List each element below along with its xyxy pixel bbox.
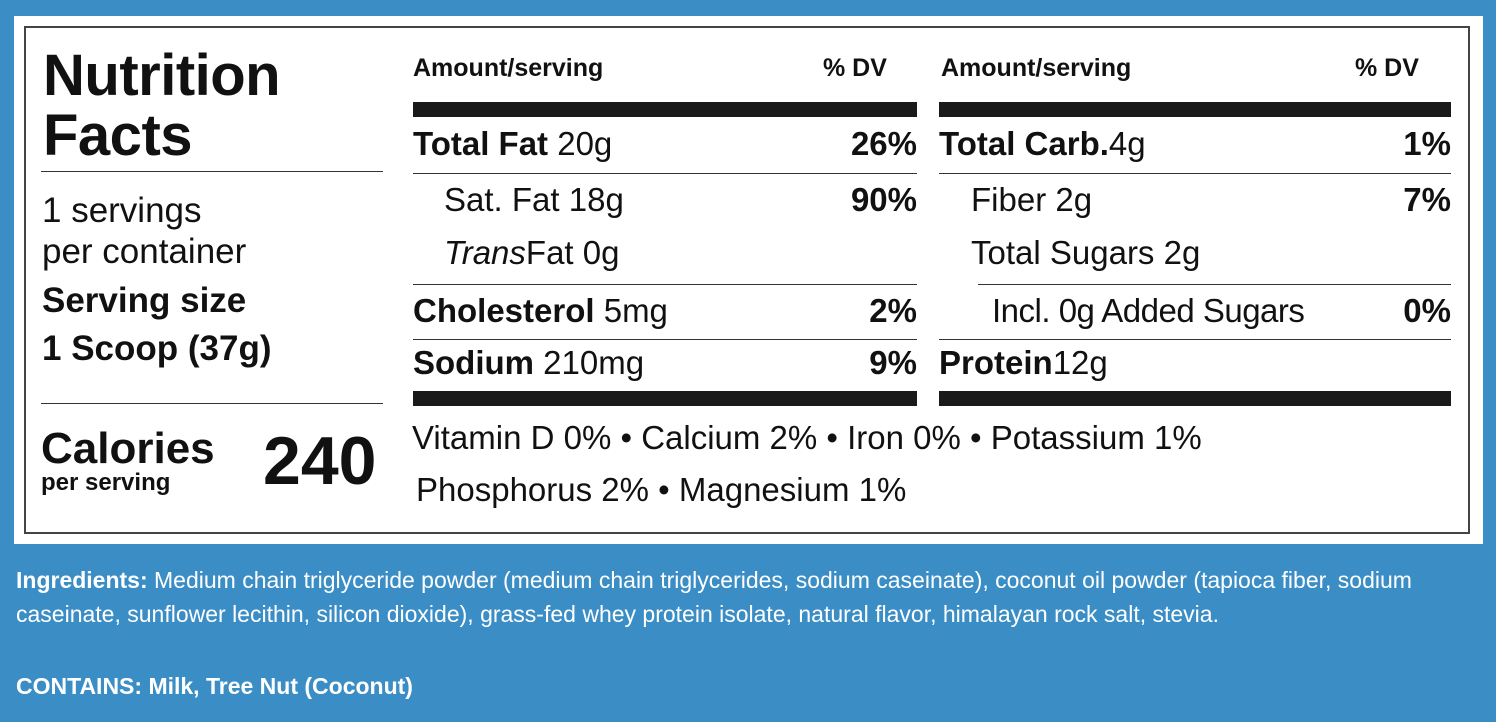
divider xyxy=(413,284,917,285)
heavy-rule xyxy=(413,102,917,117)
nutrient-amount: 0g xyxy=(582,234,620,271)
nutrient-name: Total Carb. xyxy=(939,125,1109,162)
calories-value: 240 xyxy=(263,423,377,499)
nutrient-amount: 12g xyxy=(1052,344,1108,381)
row-sodium: Sodium 210mg xyxy=(413,344,644,382)
dv-fiber: 7% xyxy=(1403,181,1451,218)
ingredients-list: Medium chain triglyceride powder (medium… xyxy=(16,567,1412,627)
dv-cholesterol: 2% xyxy=(869,292,917,329)
servings-per-container: 1 servings xyxy=(42,191,202,230)
divider xyxy=(939,173,1451,174)
row-total-fat: Total Fat 20g xyxy=(413,125,612,163)
nutrient-amount: 18g xyxy=(568,181,624,218)
row-fiber: Fiber 2g xyxy=(971,181,1092,219)
nutrient-amount: 20g xyxy=(557,125,613,162)
nutrient-name: Sodium xyxy=(413,344,534,381)
title-line2: Facts xyxy=(43,103,193,168)
dv-sat-fat: 90% xyxy=(850,181,917,218)
servings-per-container-line2: per container xyxy=(42,232,247,271)
dv-added-sugars: 0% xyxy=(1403,292,1451,329)
dv-total-fat: 26% xyxy=(850,125,917,162)
row-added-sugars: Incl. 0g Added Sugars xyxy=(992,292,1305,329)
ingredients-text: Ingredients: Medium chain triglyceride p… xyxy=(16,563,1481,631)
nutrient-amount: 2g xyxy=(1055,181,1093,218)
right-header-dv: % DV xyxy=(1355,54,1419,82)
divider xyxy=(978,284,1451,285)
heavy-rule xyxy=(939,102,1451,117)
right-header-amount: Amount/serving xyxy=(941,54,1132,82)
heavy-rule xyxy=(413,391,917,406)
divider xyxy=(41,403,383,404)
row-cholesterol: Cholesterol 5mg xyxy=(413,292,668,330)
allergen-contains: CONTAINS: Milk, Tree Nut (Coconut) xyxy=(16,673,413,699)
label-frame: Nutrition Facts 1 servings per container… xyxy=(24,26,1470,534)
row-total-carb: Total Carb.4g xyxy=(939,125,1146,163)
divider xyxy=(413,339,917,340)
divider xyxy=(413,173,917,174)
divider xyxy=(939,339,1451,340)
row-trans-fat: TransFat 0g xyxy=(444,234,619,272)
heavy-rule xyxy=(939,391,1451,406)
serving-size-value: 1 Scoop (37g) xyxy=(42,329,272,368)
calories-per-serving: per serving xyxy=(41,469,171,496)
dv-sodium: 9% xyxy=(869,344,917,381)
nutrient-amount: 4g xyxy=(1108,125,1146,162)
nutrient-name: Protein xyxy=(939,344,1053,381)
nutrient-name: Fiber xyxy=(971,181,1047,218)
nutrient-name: Cholesterol xyxy=(413,292,595,329)
vitamins-line1: Vitamin D 0% • Calcium 2% • Iron 0% • Po… xyxy=(412,419,1202,456)
nutrient-name: Sat. Fat xyxy=(444,181,560,218)
nutrient-name: Total Sugars xyxy=(971,234,1155,271)
nutrient-amount: 210mg xyxy=(543,344,645,381)
row-total-sugars: Total Sugars 2g xyxy=(971,234,1200,272)
nutrient-name: Total Fat xyxy=(413,125,549,162)
nutrient-amount: 5mg xyxy=(603,292,668,329)
nutrient-name: Fat xyxy=(525,234,574,271)
dv-total-carb: 1% xyxy=(1403,125,1451,162)
ingredients-label: Ingredients: xyxy=(16,567,148,593)
serving-size-label: Serving size xyxy=(42,281,247,320)
left-header-amount: Amount/serving xyxy=(413,54,604,82)
row-sat-fat: Sat. Fat 18g xyxy=(444,181,624,219)
title-line1: Nutrition xyxy=(43,43,281,108)
nutrition-label: Nutrition Facts 1 servings per container… xyxy=(14,16,1483,544)
calories-label: Calories xyxy=(41,424,215,473)
divider xyxy=(41,171,383,172)
nutrient-name-italic: Trans xyxy=(444,234,526,271)
left-header-dv: % DV xyxy=(823,54,887,82)
nutrient-amount: 2g xyxy=(1163,234,1201,271)
row-protein: Protein12g xyxy=(939,344,1108,382)
vitamins-line2: Phosphorus 2% • Magnesium 1% xyxy=(416,471,907,508)
